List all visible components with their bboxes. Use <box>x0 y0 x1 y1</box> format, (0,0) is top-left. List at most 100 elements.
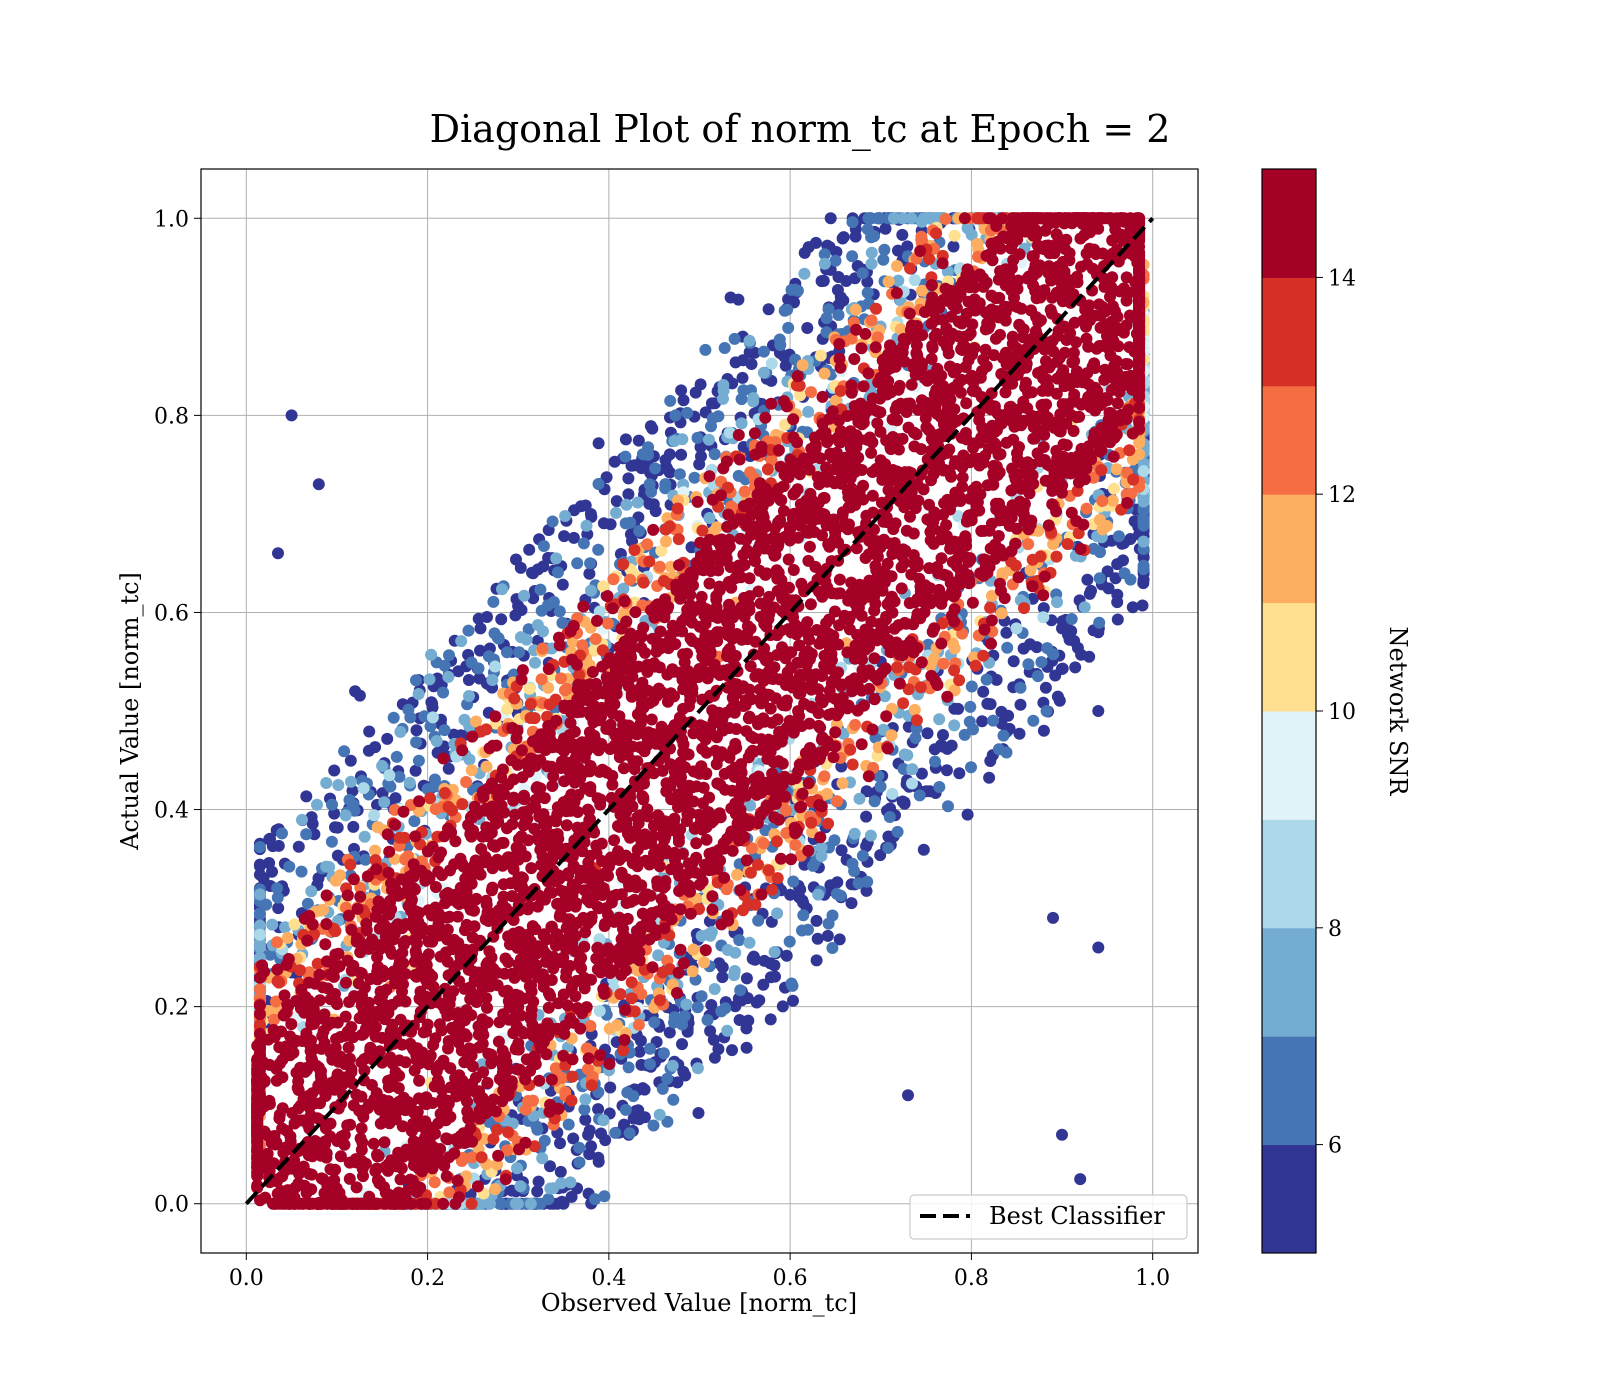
scatter-point <box>853 792 866 805</box>
scatter-point <box>816 390 829 403</box>
scatter-point <box>426 711 439 724</box>
scatter-point <box>437 686 450 699</box>
scatter-point <box>1022 658 1035 671</box>
scatter-point <box>768 946 781 958</box>
scatter-point <box>1080 502 1093 515</box>
scatter-point <box>326 798 338 811</box>
scatter-point <box>1081 573 1094 586</box>
scatter-point <box>729 356 742 369</box>
scatter-point <box>1026 580 1039 593</box>
scatter-point <box>744 866 757 879</box>
scatter-point <box>622 1061 635 1074</box>
scatter-point <box>783 935 796 948</box>
scatter-point <box>589 633 602 645</box>
scatter-point <box>1127 473 1140 486</box>
scatter-point <box>1080 332 1093 345</box>
scatter-point <box>742 898 755 910</box>
scatter-point <box>551 1197 564 1210</box>
scatter-point <box>1035 656 1048 669</box>
scatter-point <box>474 622 487 635</box>
scatter-point <box>603 1022 616 1035</box>
scatter-point <box>644 1042 656 1055</box>
scatter-point <box>618 595 631 608</box>
scatter-point <box>607 573 620 586</box>
scatter-point <box>837 294 850 307</box>
scatter-point <box>802 405 815 418</box>
scatter-point <box>428 1176 441 1189</box>
scatter-point <box>752 914 765 927</box>
scatter-point <box>705 999 718 1011</box>
scatter-point <box>556 578 569 591</box>
scatter-point <box>288 918 301 931</box>
scatter-point <box>791 370 804 383</box>
scatter-point <box>743 936 756 949</box>
scatter-point <box>787 413 800 426</box>
scatter-point <box>981 697 994 710</box>
scatter-point <box>332 779 345 791</box>
scatter-point <box>365 1079 378 1091</box>
scatter-point <box>635 462 648 475</box>
scatter-point <box>861 286 874 299</box>
scatter-point <box>1123 444 1136 457</box>
scatter-point <box>684 907 697 920</box>
scatter-point <box>271 882 284 895</box>
scatter-point <box>784 888 797 901</box>
scatter-point <box>877 253 890 266</box>
scatter-point <box>334 869 347 882</box>
scatter-point <box>527 592 540 605</box>
scatter-point <box>270 936 283 949</box>
scatter-point <box>818 248 831 261</box>
scatter-point <box>862 212 875 225</box>
scatter-point <box>328 764 341 777</box>
scatter-point <box>619 450 632 463</box>
scatter-point <box>387 711 400 724</box>
scatter-point <box>446 804 458 817</box>
scatter-point <box>344 754 357 767</box>
scatter-point <box>496 583 508 596</box>
scatter-point <box>961 808 974 821</box>
scatter-point <box>997 729 1010 742</box>
scatter-point <box>708 983 721 995</box>
scatter-point <box>669 409 682 422</box>
scatter-point <box>992 743 1005 756</box>
scatter-point <box>676 433 689 446</box>
scatter-point <box>567 1132 580 1145</box>
scatter-point <box>952 702 965 715</box>
scatter-point <box>1039 681 1052 694</box>
scatter-point <box>865 446 878 459</box>
scatter-point <box>814 831 827 844</box>
scatter-point <box>680 998 693 1011</box>
scatter-point <box>995 607 1008 620</box>
scatter-point <box>1001 641 1014 654</box>
scatter-point <box>410 736 423 749</box>
scatter-point <box>941 690 954 703</box>
scatter-point <box>511 724 524 737</box>
scatter-point <box>677 394 690 407</box>
scatter-point <box>531 1185 544 1198</box>
scatter-point <box>910 714 923 727</box>
scatter-point <box>947 240 960 253</box>
scatter-point <box>598 1190 611 1203</box>
scatter-point <box>717 462 730 475</box>
scatter-point <box>564 1176 577 1189</box>
scatter-point <box>965 680 978 693</box>
scatter-point <box>397 805 410 818</box>
scatter-point <box>597 1114 610 1127</box>
scatter-point <box>726 1044 738 1057</box>
scatter-point <box>584 1020 597 1032</box>
scatter-point <box>614 988 627 1001</box>
scatter-point <box>871 331 884 344</box>
scatter-point <box>595 1127 607 1140</box>
scatter-point <box>571 557 584 570</box>
scatter-point <box>661 1115 674 1128</box>
scatter-point <box>331 849 344 862</box>
scatter-point <box>263 857 276 869</box>
scatter-point <box>480 760 493 773</box>
scatter-point <box>764 1013 777 1026</box>
scatter-point <box>646 961 659 974</box>
scatter-point <box>862 770 875 783</box>
scatter-point <box>544 1098 557 1111</box>
scatter-point <box>533 1074 546 1087</box>
scatter-point <box>660 535 672 548</box>
scatter-point <box>740 1041 753 1054</box>
